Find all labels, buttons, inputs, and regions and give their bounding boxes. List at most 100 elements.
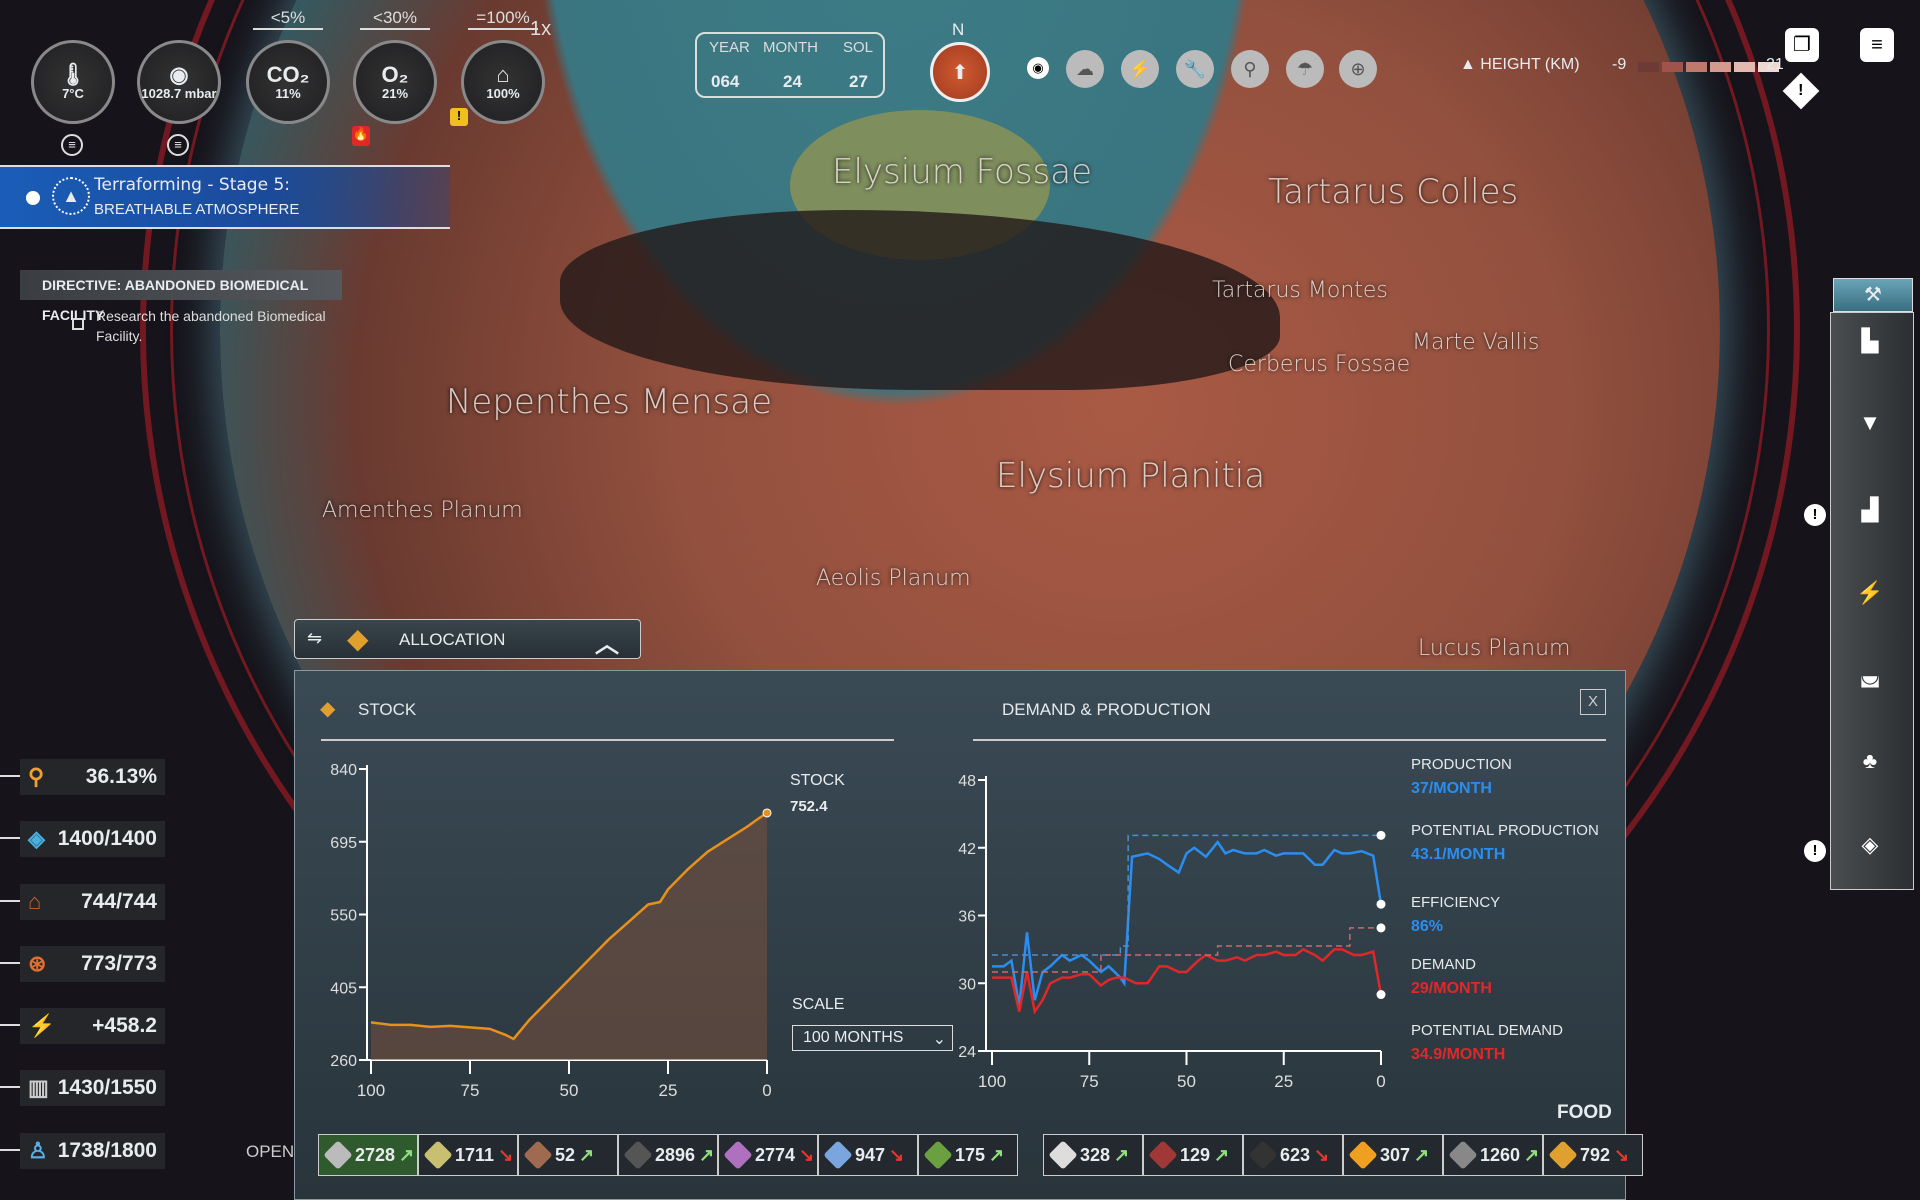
dome-category-icon[interactable]: ◛ [1859,662,1881,687]
legend-value: 43.1/MONTH [1411,846,1506,863]
series-end-marker[interactable] [1376,990,1386,1000]
details-icon[interactable]: ≡ [61,134,83,156]
resource-item[interactable]: 129 ↗ [1143,1134,1243,1176]
power-category-icon[interactable]: ⚡ [1856,580,1884,605]
map-label: Marte Vallis [1412,330,1540,355]
stat-value: 773/773 [81,952,157,975]
legend-value: 37/MONTH [1411,780,1492,797]
layers-icon[interactable]: ❐ [1785,28,1819,62]
trend-up-icon: ↗ [1524,1144,1540,1165]
resource-item[interactable]: 1260 ↗ [1443,1134,1543,1176]
food-icon: ◆ [347,623,369,654]
resource-item[interactable]: 2728 ↗ [318,1134,418,1176]
x-tick-label: 25 [1274,1072,1293,1091]
weather-overlay-icon[interactable]: ☂ [1286,50,1324,88]
dust-overlay-icon[interactable]: ☁ [1066,50,1104,88]
sol-value: 27 [849,72,868,91]
buildings-category-icon[interactable]: ▙ [1861,328,1879,353]
resource-item[interactable]: 2896 ↗ [618,1134,718,1176]
resource-item[interactable]: 52 ↗ [518,1134,618,1176]
status-dot [26,191,40,205]
o2-gauge[interactable]: O₂ 21% [353,40,437,124]
height-swatch [1662,62,1683,72]
resource-item[interactable]: 1711 ↘ [418,1134,518,1176]
industry-category-icon[interactable]: ▟ [1861,497,1879,522]
resource-item[interactable]: 623 ↘ [1243,1134,1343,1176]
allocation-routes-icon[interactable]: ⇋ [307,628,323,648]
y-tick-label: 260 [330,1053,357,1070]
stat-housing[interactable]: ⌂ 744/744 [20,884,165,920]
fire-icon[interactable]: 🔥 [352,126,370,146]
terraforming-banner[interactable]: ▲ Terraforming - Stage 5: BREATHABLE ATM… [0,165,450,229]
stat-water-drop[interactable]: ⚲ 36.13% [20,759,165,795]
alert-icon[interactable]: ! [1804,840,1826,862]
map-label: Cerberus Fossae [1228,352,1411,377]
legend-value: 34.9/MONTH [1411,1046,1506,1063]
open-label[interactable]: OPEN [246,1142,295,1161]
alert-icon[interactable]: ! [1804,504,1826,526]
trend-up-icon: ↗ [579,1144,595,1165]
map-label: Amenthes Planum [322,498,523,523]
water-overlay-icon[interactable]: ⚲ [1231,50,1269,88]
allocation-header[interactable]: ⇋ ◆ ALLOCATION ︿ [294,619,641,659]
pressure-icon: ◉ [169,61,189,87]
drill-category-icon[interactable]: ▼ [1859,410,1881,435]
resource-value: 623 [1280,1144,1311,1165]
resource-category-label: FOOD [1557,1102,1612,1123]
o2-value: 21% [381,85,409,101]
series-end-marker[interactable] [1376,830,1386,840]
map-label: Elysium Planitia [996,456,1266,496]
year-value: 064 [711,72,740,91]
wrench-overlay-icon[interactable]: 🔧 [1176,50,1214,88]
resource-item[interactable]: 307 ↗ [1343,1134,1443,1176]
stat-buildings[interactable]: ▥ 1430/1550 [20,1070,165,1106]
directive-checkbox[interactable] [72,318,84,330]
connector [0,837,20,839]
collapse-chevron-icon[interactable]: ︿ [595,631,619,658]
close-button[interactable]: X [1580,689,1606,715]
stat-oxygen-crystal[interactable]: ◈ 1400/1400 [20,821,165,857]
stat-population[interactable]: ♙ 1738/1800 [20,1133,165,1169]
directive-title[interactable]: DIRECTIVE: ABANDONED BIOMEDICAL FACILITY [20,270,342,323]
build-tools-tab[interactable]: ⚒ [1833,278,1913,312]
resource-value: 2896 [655,1144,696,1165]
height-swatch [1638,62,1659,72]
series-end-marker[interactable] [762,808,772,818]
series-end-marker[interactable] [1376,923,1386,933]
temperature-gauge[interactable]: 🌡 7°C [31,40,115,124]
trend-up-icon: ↗ [1414,1144,1430,1165]
resource-item[interactable]: 175 ↗ [918,1134,1018,1176]
connector [0,962,20,964]
series-end-marker[interactable] [1376,899,1386,909]
power-overlay-icon[interactable]: ⚡ [1121,50,1159,88]
pressure-gauge[interactable]: ◉ 1028.7 mbar [137,40,221,124]
eye-icon[interactable]: ◉ [1027,57,1049,79]
resource-item[interactable]: 328 ↗ [1043,1134,1143,1176]
divider [321,739,894,741]
stock-value: 752.4 [790,798,828,815]
target-overlay-icon[interactable]: ⊕ [1339,50,1377,88]
stat-value: 1400/1400 [57,827,157,850]
resource-icon [723,1140,753,1170]
special-category-icon[interactable]: ◈ [1861,832,1879,857]
stat-drone[interactable]: ⊛ 773/773 [20,946,165,982]
stat-power[interactable]: ⚡ +458.2 [20,1008,165,1044]
water-value: 100% [486,85,520,101]
menu-icon[interactable]: ≡ [1860,28,1894,62]
resource-item[interactable]: 947 ↘ [818,1134,918,1176]
resource-item[interactable]: 792 ↘ [1543,1134,1643,1176]
co2-threshold: <5% [253,8,323,30]
resource-item[interactable]: 2774 ↘ [718,1134,818,1176]
scale-select[interactable]: 100 MONTHS ⌄ [792,1025,953,1051]
connector [0,1149,20,1151]
legend-label: POTENTIAL PRODUCTION [1411,822,1599,839]
details-icon[interactable]: ≡ [167,134,189,156]
water-gauge[interactable]: ⌂ 100% [461,40,545,124]
co2-value: 11% [275,85,301,101]
farm-category-icon[interactable]: ♣ [1862,748,1878,773]
co2-gauge[interactable]: CO₂ 11% [246,40,330,124]
warning-icon[interactable]: ! [450,108,468,126]
connector [0,1086,20,1088]
compass-icon[interactable]: ⬆ [930,42,990,102]
y-tick-label: 405 [330,980,357,997]
